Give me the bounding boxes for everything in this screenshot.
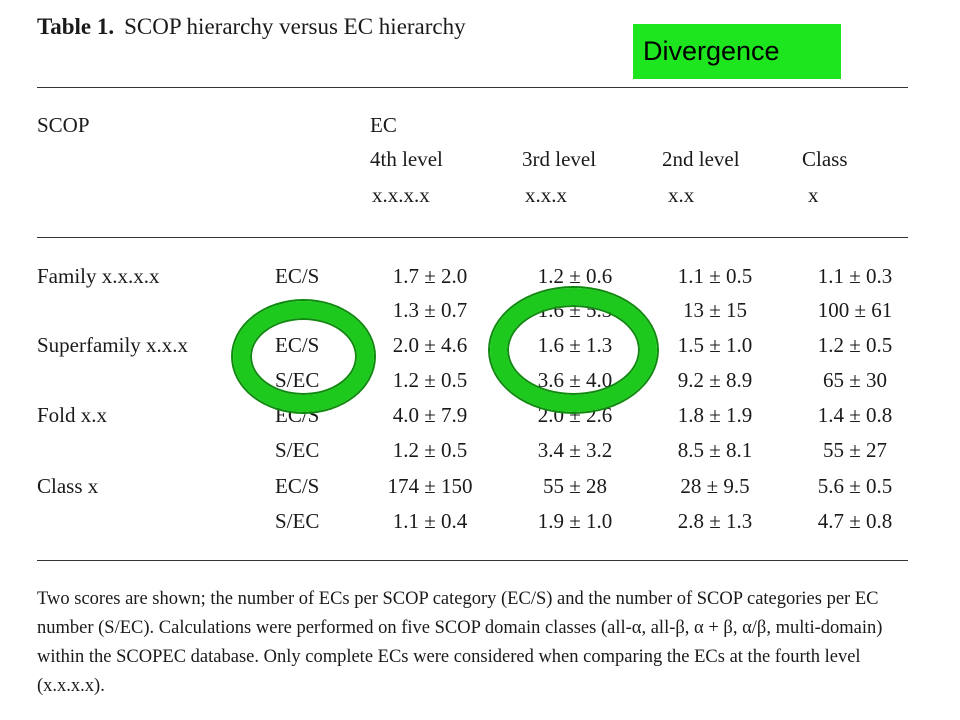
row-score: EC/S (275, 264, 320, 288)
header-pattern-class: x (808, 183, 819, 207)
highlight-ring-third-level (490, 288, 657, 412)
row-score: S/EC (275, 509, 320, 533)
row-value: 1.7 ± 2.0 (392, 264, 468, 288)
row-value: 3.4 ± 3.2 (537, 438, 613, 462)
row-value: 55 ± 27 (822, 438, 888, 462)
row-value: 1.2 ± 0.5 (392, 368, 468, 392)
row-value: 1.4 ± 0.8 (817, 403, 893, 427)
row-value: 65 ± 30 (822, 368, 888, 392)
header-pattern-4: x.x.x.x (372, 183, 430, 207)
row-value: 4.7 ± 0.8 (817, 509, 893, 533)
row-value: 5.6 ± 0.5 (817, 474, 893, 498)
row-value: 1.8 ± 1.9 (677, 403, 753, 427)
header-level-2: 2nd level (662, 147, 740, 171)
row-score: EC/S (275, 474, 320, 498)
header-level-3: 3rd level (522, 147, 597, 171)
table-label: Table 1. (37, 14, 115, 39)
row-value: 1.2 ± 0.5 (817, 333, 893, 357)
row-value: 174 ± 150 (387, 474, 473, 498)
header-pattern-2: x.x (668, 183, 695, 207)
row-value: 9.2 ± 8.9 (677, 368, 753, 392)
header-pattern-3: x.x.x (525, 183, 567, 207)
header-rule (37, 237, 908, 238)
row-value: 13 ± 15 (682, 298, 748, 322)
row-value: 8.5 ± 8.1 (677, 438, 753, 462)
row-value: 1.2 ± 0.5 (392, 438, 468, 462)
row-value: 28 ± 9.5 (680, 474, 750, 498)
top-rule (37, 87, 908, 88)
row-value: 100 ± 61 (817, 298, 893, 322)
divergence-label: Divergence (633, 24, 841, 79)
table-caption: SCOP hierarchy versus EC hierarchy (124, 14, 466, 39)
header-level-class: Class (802, 147, 848, 171)
row-value: 55 ± 28 (542, 474, 608, 498)
row-value: 2.8 ± 1.3 (677, 509, 753, 533)
row-score: S/EC (275, 438, 320, 462)
header-level-4: 4th level (370, 147, 443, 171)
row-value: 1.3 ± 0.7 (392, 298, 468, 322)
row-value: 1.5 ± 1.0 (677, 333, 753, 357)
row-category: Superfamily x.x.x (37, 333, 189, 357)
row-value: 1.2 ± 0.6 (537, 264, 613, 288)
row-value: 4.0 ± 7.9 (392, 403, 468, 427)
bottom-rule (37, 560, 908, 561)
table-footnote: Two scores are shown; the number of ECs … (37, 589, 883, 696)
highlight-ring-score-column (233, 301, 374, 412)
row-value: 2.0 ± 4.6 (392, 333, 468, 357)
row-value: 1.9 ± 1.0 (537, 509, 613, 533)
header-scop: SCOP (37, 113, 90, 137)
row-category: Fold x.x (37, 403, 108, 427)
row-category: Class x (37, 474, 99, 498)
row-value: 1.1 ± 0.5 (677, 264, 753, 288)
header-ec: EC (370, 113, 397, 137)
row-value: 1.1 ± 0.3 (817, 264, 893, 288)
row-category: Family x.x.x.x (37, 264, 160, 288)
row-value: 1.1 ± 0.4 (392, 509, 468, 533)
table-title: Table 1. SCOP hierarchy versus EC hierarc… (37, 14, 466, 40)
